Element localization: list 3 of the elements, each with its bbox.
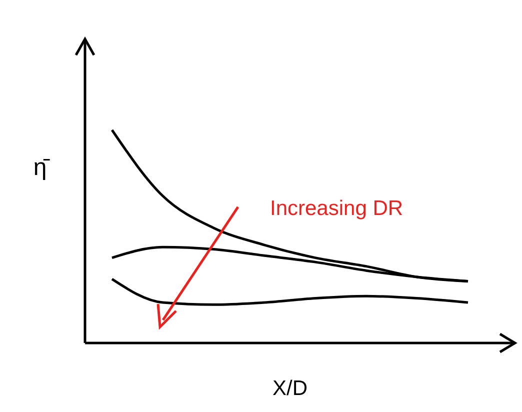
annotation: Increasing DR bbox=[270, 197, 404, 220]
x-axis-title: X/D bbox=[272, 377, 308, 400]
y-axis-title: η̄ bbox=[33, 154, 51, 181]
